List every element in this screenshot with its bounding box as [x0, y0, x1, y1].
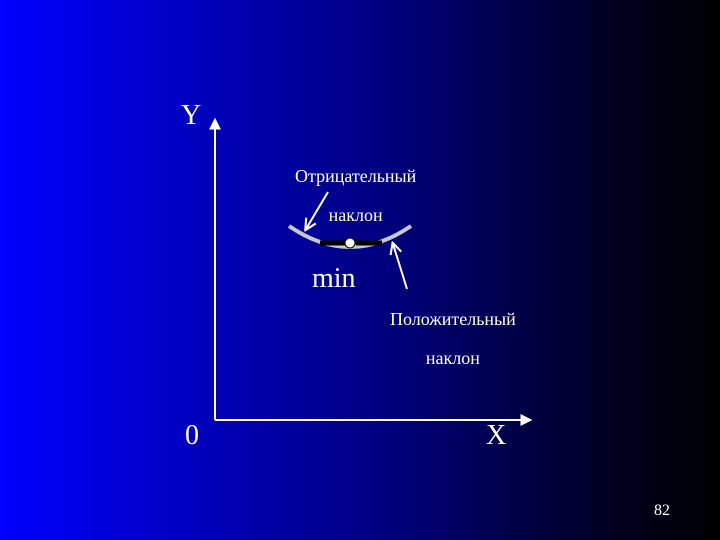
negative-slope-label-line1: Отрицательный: [295, 166, 416, 186]
slide: Y X 0 min Отрицательный наклон Положител…: [0, 0, 720, 540]
positive-slope-label-line2: наклон: [426, 348, 480, 368]
x-axis-label: X: [486, 420, 506, 452]
slide-background: [0, 0, 720, 540]
positive-slope-label: Положительный наклон: [372, 290, 516, 389]
negative-slope-label: Отрицательный наклон: [277, 147, 416, 246]
background-rect: [0, 0, 720, 540]
origin-label: 0: [185, 420, 199, 452]
y-axis-label: Y: [181, 100, 201, 132]
negative-slope-label-line2: наклон: [329, 205, 383, 225]
min-label: min: [312, 263, 356, 295]
positive-slope-label-line1: Положительный: [390, 309, 516, 329]
page-number: 82: [654, 502, 670, 520]
